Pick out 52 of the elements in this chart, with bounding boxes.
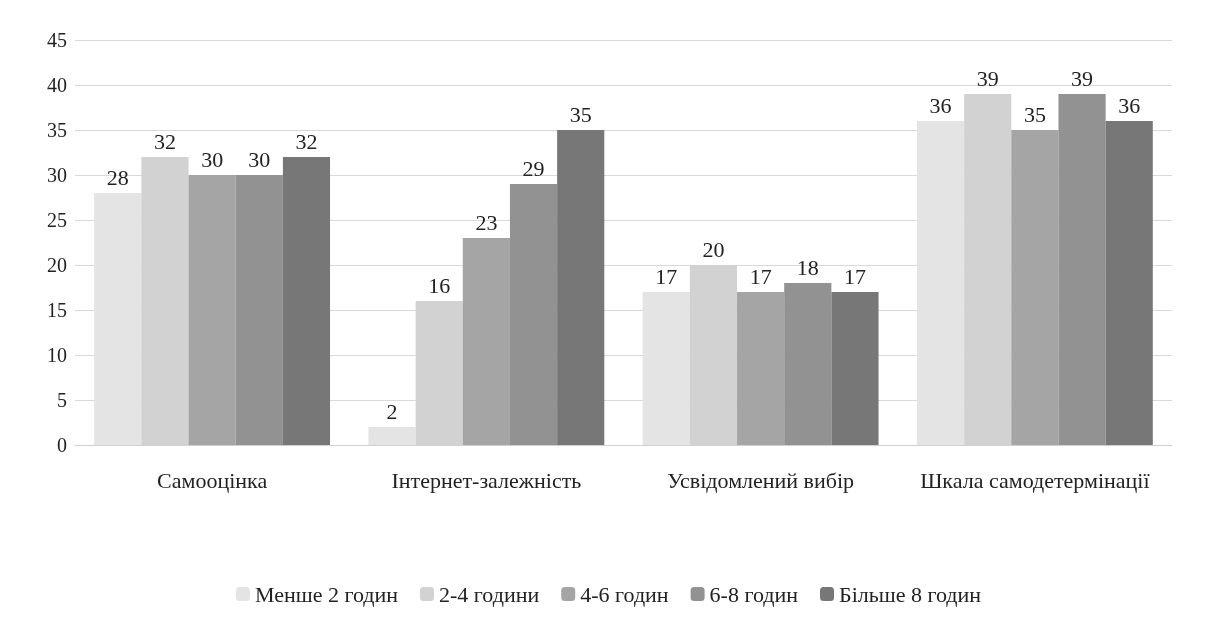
bar [235,175,283,445]
data-label: 39 [1071,65,1094,91]
legend-label: 4-6 годин [580,581,669,607]
data-label: 30 [248,146,271,172]
data-label: 20 [702,236,725,262]
bar [368,427,416,445]
data-label: 18 [796,254,819,280]
legend-label: 6-8 годин [709,581,799,607]
bar [462,238,510,445]
y-tick-label: 20 [47,254,67,276]
bar [282,157,331,445]
legend-label: 2-4 години [439,581,540,607]
y-tick-label: 25 [47,209,67,231]
data-label: 2 [386,398,398,424]
y-tick-label: 45 [47,29,67,51]
data-label: 39 [976,65,999,91]
data-label: 32 [295,128,318,154]
legend-label: Менше 2 годин [254,581,399,607]
bar [831,292,879,445]
legend-label: Більше 8 годин [839,581,982,607]
y-tick-label: 15 [47,299,67,321]
bar [1011,130,1059,445]
x-tick-label: Самооцінка [157,467,268,493]
y-tick-label: 0 [57,434,67,456]
data-label: 36 [929,92,952,118]
y-tick-label: 5 [57,389,67,411]
bar [737,292,785,445]
data-label: 29 [522,155,545,181]
bar [784,283,832,445]
bar [1105,121,1153,445]
bar [509,184,558,445]
data-label: 17 [749,263,772,289]
x-tick-label: Шкала самодетермінації [920,467,1151,493]
data-label: 35 [1023,101,1046,127]
data-label: 23 [475,209,498,235]
y-tick-label: 10 [47,344,67,366]
data-label: 32 [153,128,176,154]
x-tick-label: Усвідомлений вибір [667,467,855,493]
data-label: 17 [843,263,866,289]
data-label: 35 [569,101,592,127]
bar [188,175,236,445]
data-label: 30 [201,146,224,172]
bar [557,130,605,445]
data-label: 36 [1118,92,1141,118]
data-label: 16 [428,272,451,298]
y-tick-label: 30 [47,164,67,186]
y-tick-label: 40 [47,74,67,96]
y-tick-label: 35 [47,119,67,141]
data-label: 17 [655,263,678,289]
data-label: 28 [106,164,129,190]
x-tick-label: Інтернет-залежність [391,467,582,493]
bar [1058,94,1106,445]
